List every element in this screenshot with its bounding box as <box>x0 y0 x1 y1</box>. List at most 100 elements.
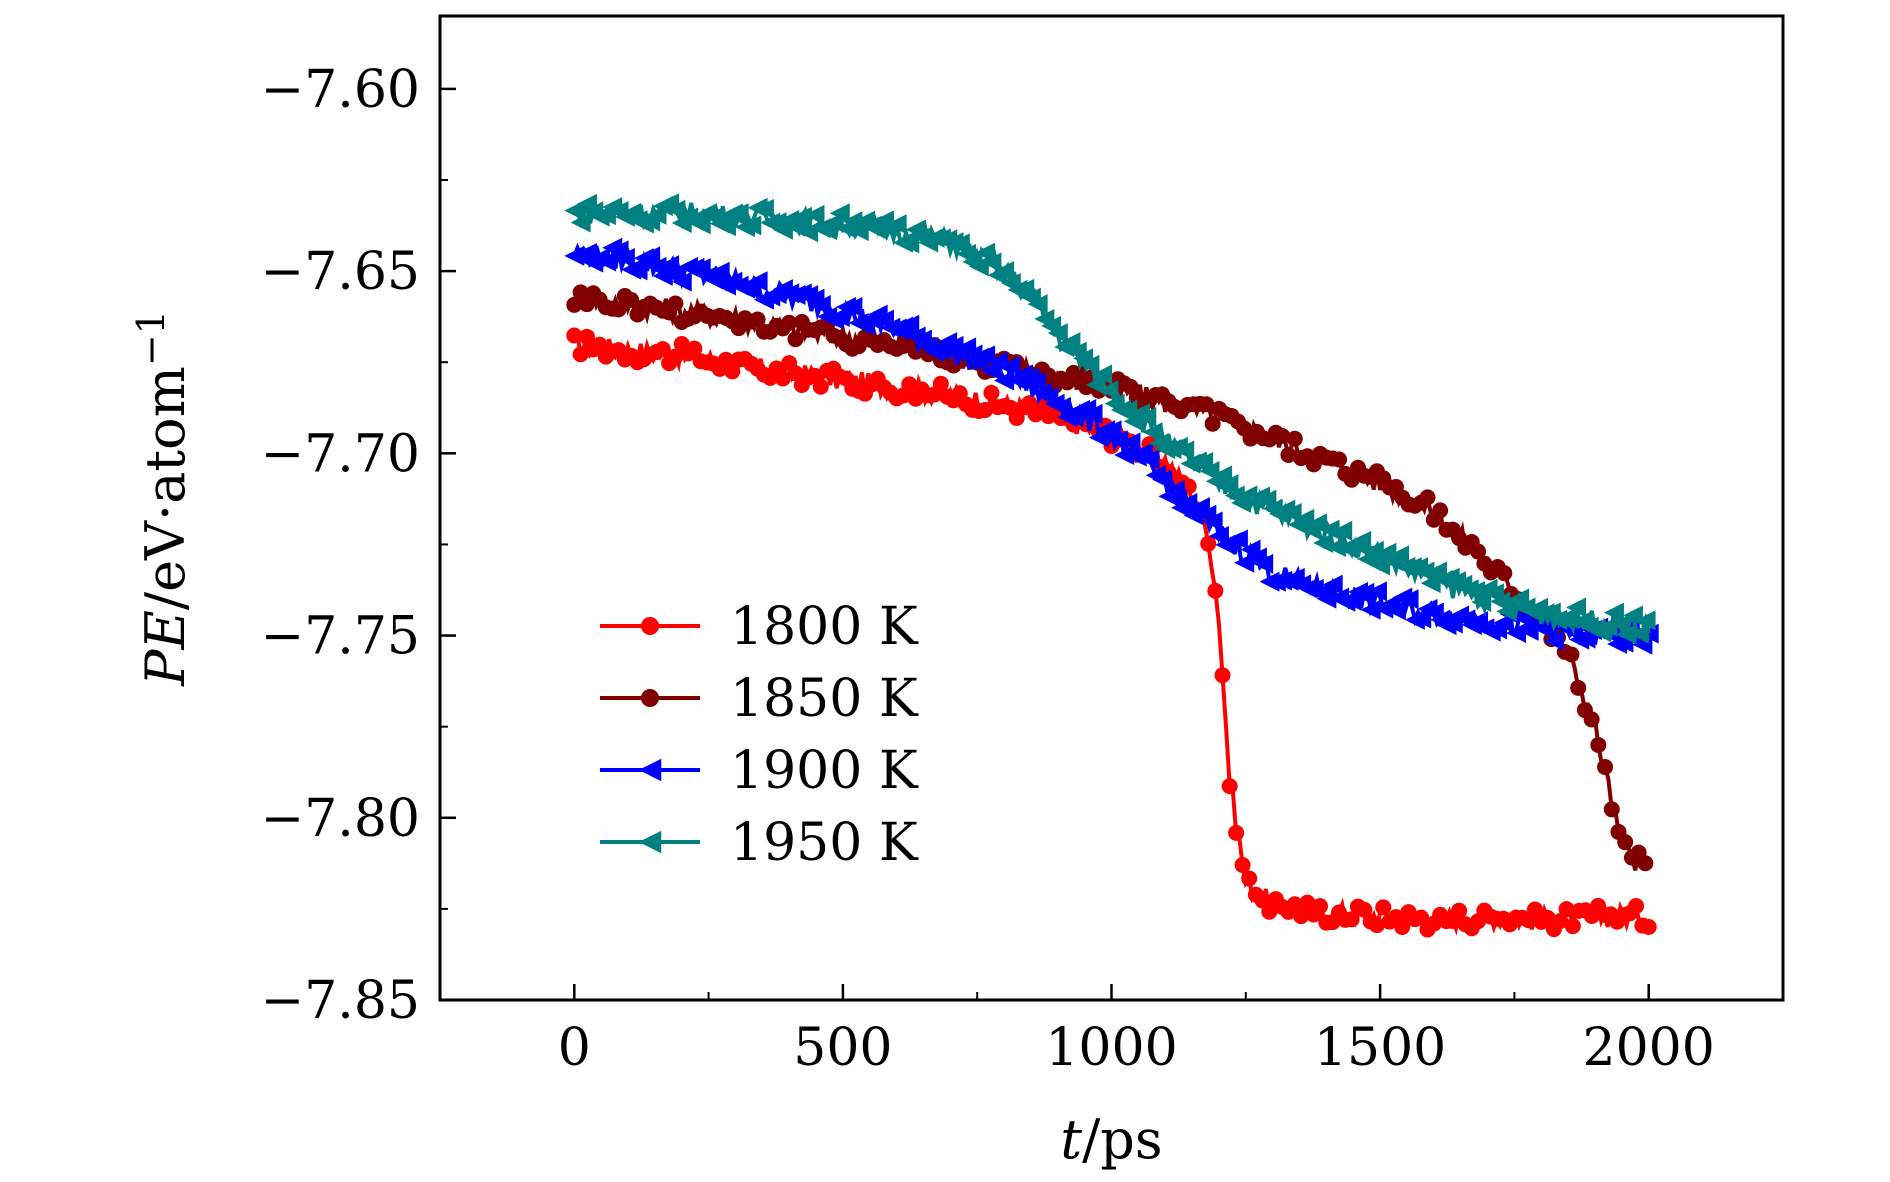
legend-item: 1900 K <box>600 741 919 801</box>
data-point <box>724 363 741 380</box>
data-point <box>1214 667 1231 684</box>
data-point <box>667 295 684 312</box>
data-point <box>638 830 662 854</box>
x-tick-label: 2000 <box>1583 1018 1715 1078</box>
data-point <box>1228 824 1245 841</box>
data-point <box>899 314 920 335</box>
data-point <box>1082 403 1103 424</box>
data-point <box>1174 440 1195 461</box>
data-point <box>690 214 711 235</box>
data-point <box>1419 489 1436 506</box>
series-1900-k <box>564 237 1659 655</box>
data-point <box>975 242 996 263</box>
data-point <box>1117 399 1138 420</box>
data-point <box>1603 602 1624 623</box>
data-point <box>753 198 774 219</box>
data-point <box>1142 422 1163 443</box>
data-point <box>595 251 616 272</box>
y-axis: −7.85 −7.80 −7.75 −7.70 −7.65 −7.60 <box>261 60 456 1031</box>
data-point <box>1286 896 1303 913</box>
data-point <box>1286 430 1303 447</box>
data-point <box>1071 365 1088 382</box>
data-point <box>1552 913 1569 930</box>
data-point <box>1368 917 1385 934</box>
data-point <box>665 199 686 220</box>
data-point <box>1274 427 1291 444</box>
data-point <box>1202 511 1223 532</box>
data-point <box>652 265 673 286</box>
data-point <box>1025 372 1046 393</box>
data-point <box>1343 471 1360 488</box>
y-axis-title-symbol: PE <box>134 610 197 687</box>
data-point <box>1360 599 1381 620</box>
data-point <box>1218 474 1239 495</box>
data-point <box>1558 901 1575 918</box>
data-point <box>812 378 829 395</box>
data-point <box>1293 908 1310 925</box>
legend-item: 1800 K <box>600 597 919 657</box>
data-point <box>994 370 1015 391</box>
legend: 1800 K 1850 K 1900 K 1950 K <box>600 597 919 873</box>
data-point <box>1628 898 1645 915</box>
data-point <box>804 204 825 225</box>
data-point <box>829 203 850 224</box>
data-point <box>1107 430 1128 451</box>
x-axis-title-unit: /ps <box>1082 1108 1162 1171</box>
y-axis-title-exponent: −1 <box>129 310 173 366</box>
data-point <box>1451 902 1468 919</box>
data-point <box>591 336 608 353</box>
legend-label: 1900 K <box>730 741 919 801</box>
data-point <box>1227 529 1248 550</box>
data-point <box>1375 899 1392 916</box>
x-axis-title: t/ps <box>1060 1108 1162 1171</box>
data-point <box>1101 420 1122 441</box>
data-point <box>1559 609 1580 630</box>
y-axis-title: PE/eV·atom−1 <box>129 310 197 687</box>
data-point <box>1637 855 1654 872</box>
data-point <box>749 311 766 328</box>
data-point <box>899 233 920 254</box>
data-point <box>623 291 640 308</box>
data-point <box>981 252 1002 273</box>
data-point <box>787 365 804 382</box>
x-axis-title-symbol: t <box>1060 1108 1082 1171</box>
data-point <box>842 211 863 232</box>
data-point <box>741 215 762 236</box>
data-point <box>1136 407 1157 428</box>
data-point <box>994 261 1015 282</box>
y-axis-title-unit: /eV·atom <box>134 366 197 610</box>
data-point <box>983 384 1000 401</box>
y-tick-label: −7.60 <box>261 60 420 120</box>
data-point <box>1496 565 1513 582</box>
data-point <box>1120 432 1141 453</box>
data-point <box>1332 520 1353 541</box>
y-tick-label: −7.70 <box>261 424 420 484</box>
legend-label: 1950 K <box>730 813 919 873</box>
data-point <box>787 331 804 348</box>
data-point <box>1640 918 1657 935</box>
data-point <box>949 233 970 254</box>
data-point <box>1331 451 1348 468</box>
data-point <box>671 271 692 292</box>
data-point <box>1351 530 1372 551</box>
data-point <box>1564 918 1581 935</box>
data-point <box>1200 535 1217 552</box>
plot-area <box>564 193 1659 938</box>
data-point <box>791 206 812 227</box>
data-point <box>1543 630 1564 651</box>
data-point <box>932 375 949 392</box>
x-axis: 0 500 1000 1500 2000 <box>558 984 1715 1078</box>
data-point <box>977 402 994 419</box>
data-point <box>1490 591 1511 612</box>
y-tick-label: −7.65 <box>261 242 420 302</box>
data-point <box>715 216 736 237</box>
data-point <box>1583 711 1600 728</box>
data-point <box>1050 396 1071 417</box>
data-point <box>1590 736 1607 753</box>
data-point <box>774 370 791 387</box>
data-point <box>638 758 662 782</box>
data-point <box>578 328 595 345</box>
data-point <box>1635 610 1656 631</box>
data-point <box>1027 294 1048 315</box>
